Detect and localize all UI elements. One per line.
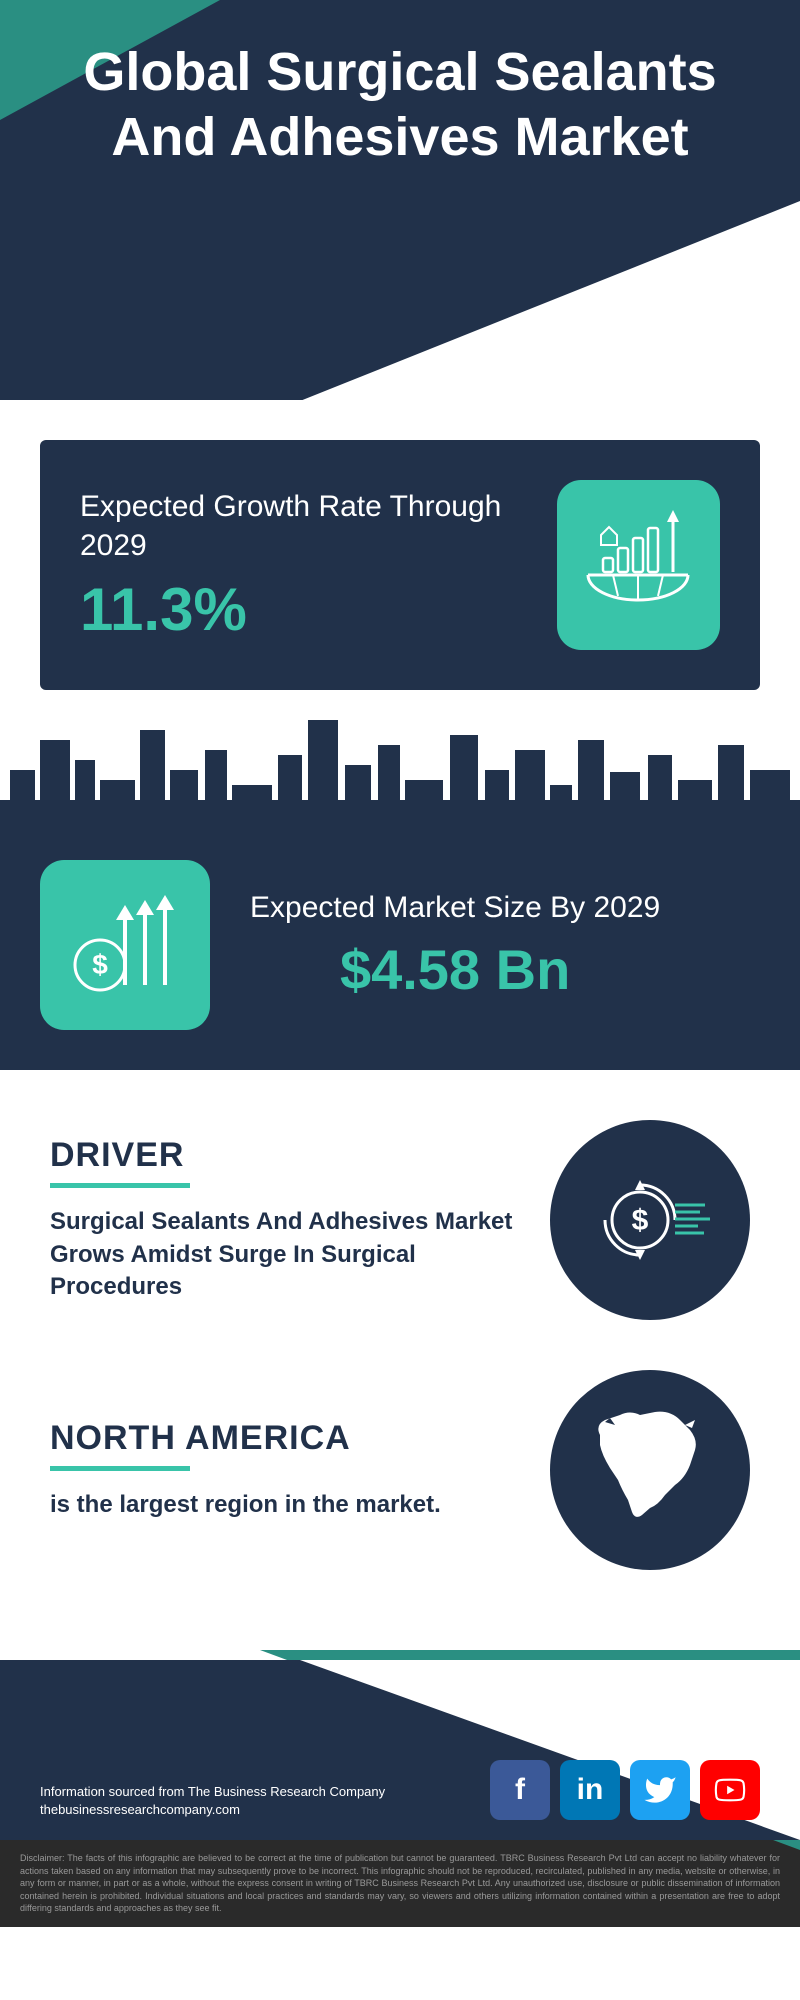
growth-label: Expected Growth Rate Through 2029 — [80, 487, 557, 565]
driver-row: DRIVER Surgical Sealants And Adhesives M… — [50, 1120, 750, 1320]
footer-url: thebusinessresearchcompany.com — [40, 1802, 385, 1817]
region-text-block: NORTH AMERICA is the largest region in t… — [50, 1419, 520, 1521]
north-america-map-icon — [550, 1370, 750, 1570]
details-section: DRIVER Surgical Sealants And Adhesives M… — [0, 1070, 800, 1660]
footer-info: Information sourced from The Business Re… — [40, 1781, 385, 1820]
skyline-divider: $ Expected Market Size By 2029 $4.58 Bn — [0, 700, 800, 1070]
market-size-value: $4.58 Bn — [250, 937, 660, 1002]
twitter-icon[interactable] — [630, 1760, 690, 1820]
growth-text-block: Expected Growth Rate Through 2029 11.3% — [80, 487, 557, 644]
region-heading: NORTH AMERICA — [50, 1419, 520, 1458]
region-underline — [50, 1466, 190, 1471]
facebook-icon[interactable]: f — [490, 1760, 550, 1820]
driver-heading: DRIVER — [50, 1136, 520, 1175]
market-size-panel: $ Expected Market Size By 2029 $4.58 Bn — [0, 830, 800, 1070]
city-skyline-icon — [0, 700, 800, 830]
header: Global Surgical Sealants And Adhesives M… — [0, 0, 800, 400]
social-icons: f in — [490, 1760, 760, 1820]
driver-desc: Surgical Sealants And Adhesives Market G… — [50, 1206, 520, 1303]
youtube-icon[interactable] — [700, 1760, 760, 1820]
growth-value: 11.3% — [80, 575, 557, 644]
market-size-label: Expected Market Size By 2029 — [250, 888, 660, 927]
growth-chart-globe-icon — [557, 480, 720, 650]
infographic-page: Global Surgical Sealants And Adhesives M… — [0, 0, 800, 1927]
footer-source: Information sourced from The Business Re… — [40, 1784, 385, 1799]
disclaimer: Disclaimer: The facts of this infographi… — [0, 1840, 800, 1927]
footer-wrapper: Information sourced from The Business Re… — [0, 1660, 800, 1840]
region-row: NORTH AMERICA is the largest region in t… — [50, 1370, 750, 1570]
dollar-arrows-up-icon: $ — [40, 860, 210, 1030]
region-desc: is the largest region in the market. — [50, 1489, 520, 1521]
header-accent-triangle-right — [300, 201, 800, 400]
footer: Information sourced from The Business Re… — [0, 1660, 800, 1840]
dollar-cycle-icon: $ — [550, 1120, 750, 1320]
growth-rate-panel: Expected Growth Rate Through 2029 11.3% — [40, 440, 760, 690]
driver-text-block: DRIVER Surgical Sealants And Adhesives M… — [50, 1136, 520, 1303]
linkedin-icon[interactable]: in — [560, 1760, 620, 1820]
market-text-block: Expected Market Size By 2029 $4.58 Bn — [250, 888, 660, 1002]
footer-content: Information sourced from The Business Re… — [40, 1760, 760, 1820]
driver-underline — [50, 1183, 190, 1188]
svg-text:$: $ — [632, 1204, 649, 1237]
svg-text:$: $ — [92, 949, 108, 980]
main-title: Global Surgical Sealants And Adhesives M… — [0, 0, 800, 170]
